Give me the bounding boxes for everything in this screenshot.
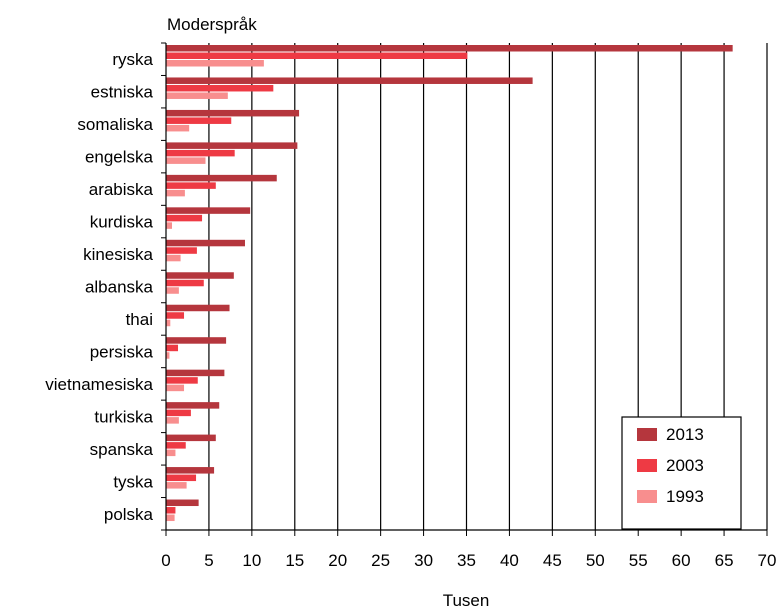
category-label: polska [104, 505, 154, 524]
category-label: kurdiska [90, 213, 154, 232]
bar-2013-somaliska [166, 109, 300, 117]
bar-2003-somaliska [166, 117, 232, 124]
bar-1993-somaliska [166, 124, 190, 132]
bar-2003-kinesiska [166, 247, 197, 254]
bar-2003-arabiska [166, 182, 216, 189]
bar-1993-engelska [166, 157, 206, 164]
bar-2003-polska [166, 507, 176, 514]
bar-2013-ryska [166, 45, 733, 52]
bar-1993-polska [166, 514, 175, 522]
category-label: turkiska [94, 407, 153, 426]
bar-2013-kinesiska [166, 239, 245, 247]
category-labels: ryska estniska somaliska engelska arabiska ku… [45, 50, 153, 524]
x-tick-label: 10 [242, 551, 261, 570]
bar-2003-estniska [166, 84, 274, 92]
x-tick-label: 55 [629, 551, 648, 570]
chart-title: Moderspråk [167, 15, 257, 34]
bar-2013-engelska [166, 142, 298, 149]
legend-label: 1993 [666, 487, 704, 506]
x-tick-label: 0 [161, 551, 170, 570]
bar-1993-spanska [166, 449, 176, 457]
x-tick-label: 40 [500, 551, 519, 570]
bar-2003-tyska [166, 474, 197, 482]
bar-2013-spanska [166, 434, 216, 442]
category-label: vietnamesiska [45, 375, 153, 394]
legend-swatch-2013 [637, 428, 657, 441]
legend-swatch-2003 [637, 459, 657, 472]
x-tick-label: 25 [371, 551, 390, 570]
bar-2003-kurdiska [166, 214, 203, 222]
bar-1993-kurdiska [166, 222, 173, 229]
category-label: somaliska [77, 115, 153, 134]
bar-2003-turkiska [166, 409, 191, 417]
bar-2013-persiska [166, 337, 227, 344]
category-label: albanska [85, 278, 154, 297]
x-tick-label: 65 [715, 551, 734, 570]
bar-2013-thai [166, 304, 230, 312]
bar-2013-polska [166, 499, 199, 507]
bar-2003-spanska [166, 442, 186, 449]
category-label: engelska [85, 148, 154, 167]
bar-1993-turkiska [166, 417, 179, 424]
bar-2013-turkiska [166, 402, 220, 409]
category-label: persiska [90, 342, 154, 361]
legend-label: 2003 [666, 456, 704, 475]
category-label: estniska [91, 83, 154, 102]
bar-2013-estniska [166, 77, 533, 84]
bar-1993-tyska [166, 482, 187, 489]
axes [161, 42, 768, 536]
bar-1993-estniska [166, 92, 228, 99]
bar-1993-albanska [166, 287, 179, 294]
bar-1993-kinesiska [166, 254, 181, 262]
x-axis-label: Tusen [443, 591, 490, 608]
bar-1993-thai [166, 319, 171, 327]
bar-2003-engelska [166, 149, 235, 157]
x-tick-label: 35 [457, 551, 476, 570]
bar-2003-thai [166, 312, 185, 319]
category-label: kinesiska [83, 245, 153, 264]
legend-label: 2013 [666, 425, 704, 444]
bar-1993-persiska [166, 352, 170, 359]
x-tick-label: 30 [414, 551, 433, 570]
x-tick-label: 15 [285, 551, 304, 570]
x-tick-label: 70 [758, 551, 777, 570]
bar-1993-ryska [166, 60, 264, 67]
bar-2013-kurdiska [166, 207, 251, 214]
category-label: thai [126, 310, 153, 329]
bar-2003-vietnamesiska [166, 377, 198, 384]
bar-2013-arabiska [166, 174, 277, 182]
bar-2013-vietnamesiska [166, 369, 225, 377]
legend: 2013 2003 1993 [621, 416, 742, 530]
bar-2003-albanska [166, 279, 204, 287]
bar-2003-persiska [166, 344, 179, 352]
x-tick-label: 20 [328, 551, 347, 570]
x-tick-label: 45 [543, 551, 562, 570]
bar-1993-vietnamesiska [166, 384, 185, 392]
bar-2013-albanska [166, 272, 234, 279]
x-tick-label: 60 [672, 551, 691, 570]
tick-labels: 0 5 10 15 20 25 30 35 40 45 50 55 60 65 70 [161, 551, 776, 570]
category-label: ryska [112, 50, 153, 69]
bars [166, 45, 733, 522]
category-label: spanska [90, 440, 154, 459]
bar-2003-ryska [166, 52, 468, 59]
category-label: tyska [113, 472, 153, 491]
x-tick-label: 50 [586, 551, 605, 570]
bar-1993-arabiska [166, 189, 185, 197]
x-tick-label: 5 [204, 551, 213, 570]
category-label: arabiska [89, 180, 154, 199]
legend-swatch-1993 [637, 490, 657, 503]
bar-2013-tyska [166, 467, 215, 474]
